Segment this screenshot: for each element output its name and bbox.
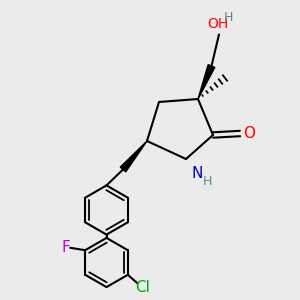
Text: H: H <box>224 11 233 24</box>
Text: Cl: Cl <box>135 280 150 295</box>
Text: N: N <box>191 167 203 182</box>
Text: F: F <box>61 240 70 255</box>
Text: O: O <box>244 126 256 141</box>
Polygon shape <box>120 141 147 172</box>
Text: H: H <box>202 175 212 188</box>
Text: OH: OH <box>207 17 228 31</box>
Polygon shape <box>198 64 215 99</box>
